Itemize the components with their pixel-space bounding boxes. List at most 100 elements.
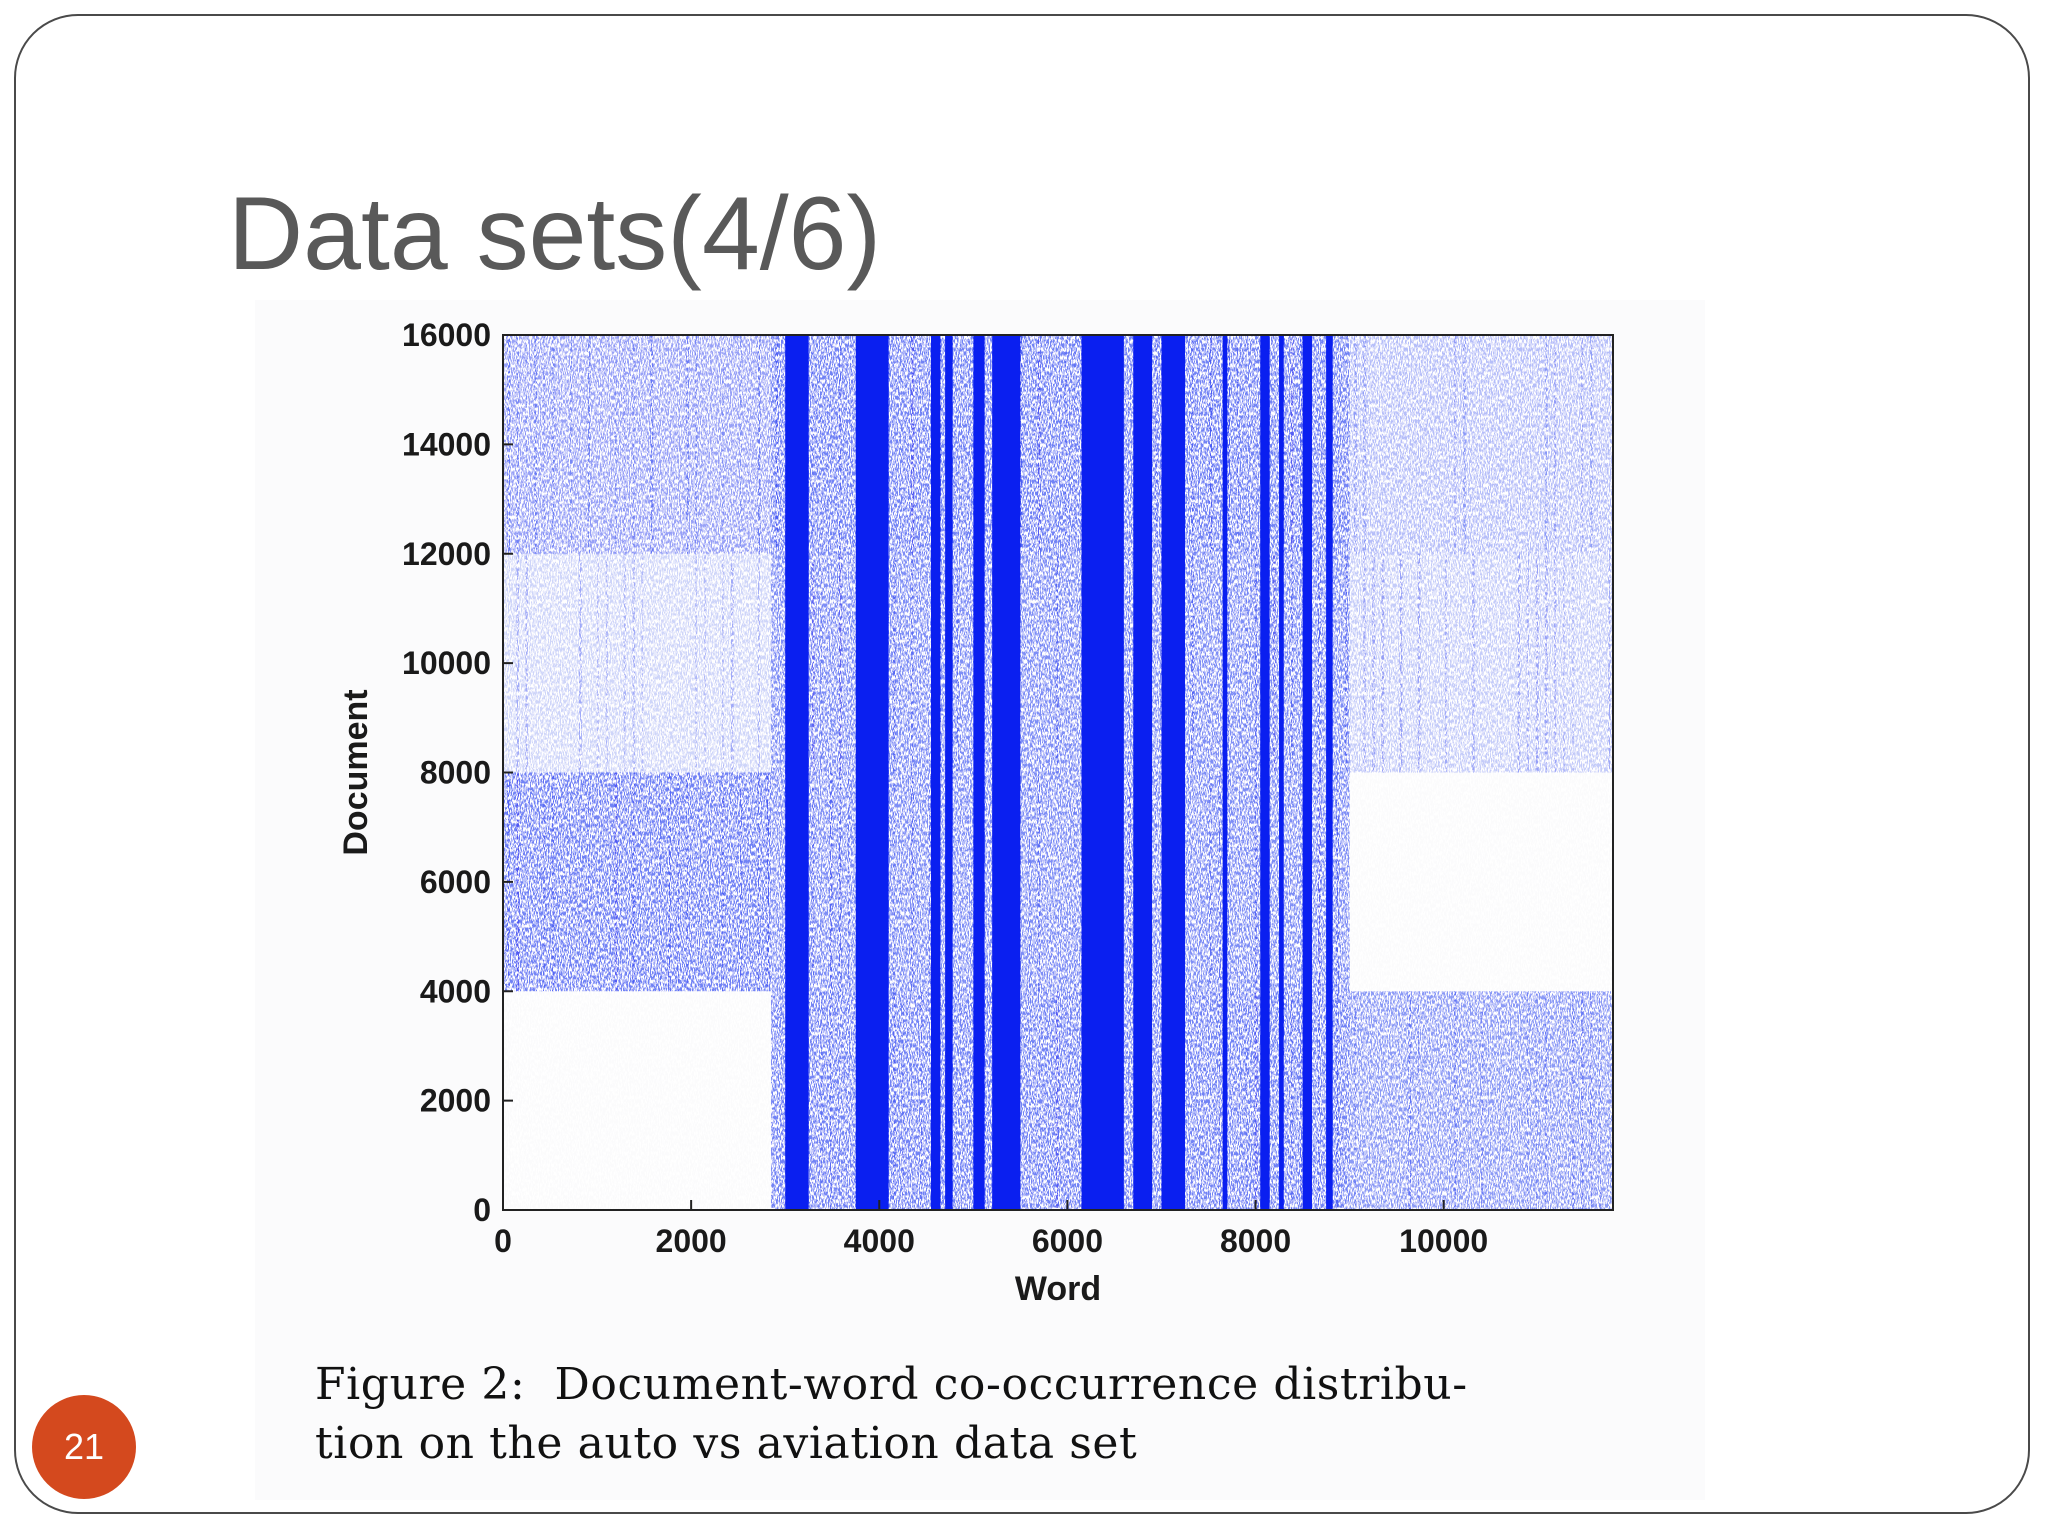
y-tick-label: 16000 bbox=[402, 317, 491, 353]
density-block bbox=[1349, 553, 1613, 773]
word-streak bbox=[659, 772, 661, 992]
density-block bbox=[1349, 335, 1613, 554]
word-streak bbox=[911, 772, 914, 992]
word-streak bbox=[1218, 991, 1221, 1210]
word-streak bbox=[668, 772, 671, 992]
y-axis-label: Document bbox=[337, 689, 375, 855]
word-streak bbox=[1227, 553, 1230, 773]
figure-caption: Figure 2: Document-word co-occurrence di… bbox=[315, 1355, 1725, 1474]
word-streak bbox=[1128, 772, 1131, 992]
x-tick-label: 8000 bbox=[1220, 1223, 1291, 1259]
word-streak bbox=[1544, 335, 1548, 554]
word-streak bbox=[1245, 991, 1248, 1210]
word-streak bbox=[1037, 335, 1041, 554]
word-streak bbox=[614, 335, 617, 554]
word-streak bbox=[570, 335, 572, 554]
dense-word-band bbox=[1260, 335, 1270, 1210]
y-tick-label: 12000 bbox=[402, 536, 491, 572]
word-streak bbox=[686, 772, 689, 992]
word-streak bbox=[1454, 335, 1457, 554]
word-streak bbox=[1417, 991, 1420, 1210]
word-streak bbox=[1191, 553, 1195, 773]
word-streak bbox=[587, 772, 590, 992]
density-block bbox=[503, 991, 771, 1210]
word-streak bbox=[1608, 553, 1611, 773]
plot-area bbox=[503, 335, 1613, 1210]
dense-word-band bbox=[992, 335, 1021, 1210]
density-block bbox=[503, 553, 772, 773]
word-streak bbox=[721, 772, 725, 992]
y-tick-label: 6000 bbox=[420, 864, 491, 900]
word-streak bbox=[1563, 553, 1565, 773]
word-streak bbox=[1073, 772, 1076, 992]
word-streak bbox=[677, 772, 680, 992]
caption-line-1: Figure 2: Document-word co-occurrence di… bbox=[315, 1359, 1468, 1410]
word-streak bbox=[650, 335, 654, 554]
axes: 0 2000 4000 6000 8000 10000 0 2000 4000 6000 8000 1… bbox=[402, 317, 1488, 1259]
speckle-layer bbox=[503, 335, 1613, 1210]
word-streak bbox=[704, 553, 706, 773]
word-streak bbox=[1572, 553, 1574, 773]
word-streak bbox=[1227, 335, 1231, 554]
word-streak bbox=[1399, 553, 1403, 773]
word-streak bbox=[623, 335, 626, 554]
dense-word-band bbox=[855, 335, 889, 1210]
word-streak bbox=[1209, 335, 1213, 554]
word-streak bbox=[721, 335, 724, 554]
word-streak bbox=[632, 335, 635, 554]
word-streak bbox=[605, 553, 608, 773]
word-streak bbox=[1254, 991, 1258, 1210]
y-tick-label: 14000 bbox=[402, 426, 491, 462]
word-streak bbox=[1155, 772, 1158, 992]
word-streak bbox=[811, 553, 815, 773]
word-streak bbox=[1290, 991, 1293, 1210]
word-streak bbox=[1055, 553, 1059, 773]
dense-word-band bbox=[1161, 335, 1185, 1210]
word-streak bbox=[525, 335, 528, 554]
word-streak bbox=[1553, 553, 1557, 773]
word-streak bbox=[847, 772, 850, 992]
word-streak bbox=[1553, 335, 1557, 554]
word-streak bbox=[596, 553, 599, 773]
word-streak bbox=[1218, 772, 1221, 992]
word-streak bbox=[578, 553, 582, 773]
word-streak bbox=[1444, 553, 1447, 773]
word-streak bbox=[838, 553, 842, 773]
word-streak bbox=[1227, 772, 1230, 992]
word-streak bbox=[1290, 553, 1294, 773]
word-streak bbox=[1317, 553, 1321, 773]
word-streak bbox=[1408, 991, 1412, 1210]
word-streak bbox=[1463, 335, 1466, 554]
word-streak bbox=[893, 991, 896, 1210]
word-streak bbox=[1599, 991, 1601, 1210]
y-tick-label: 0 bbox=[473, 1192, 491, 1228]
word-streak bbox=[552, 335, 555, 554]
word-streak bbox=[893, 553, 896, 773]
word-streak bbox=[775, 335, 779, 554]
word-streak bbox=[534, 335, 537, 554]
dense-word-band bbox=[1133, 335, 1153, 1210]
word-streak bbox=[757, 772, 760, 992]
word-streak bbox=[1028, 772, 1031, 992]
word-streak bbox=[838, 335, 841, 554]
word-streak bbox=[695, 553, 697, 773]
word-streak bbox=[893, 772, 896, 992]
word-streak bbox=[911, 335, 915, 554]
word-streak bbox=[730, 553, 734, 773]
word-streak bbox=[516, 772, 520, 992]
slide-number-badge: 21 bbox=[32, 1395, 136, 1499]
word-streak bbox=[1535, 991, 1538, 1210]
word-streak bbox=[902, 991, 904, 1210]
word-streak bbox=[1372, 553, 1376, 773]
dense-word-band bbox=[945, 335, 953, 1210]
word-streak bbox=[1290, 335, 1294, 554]
word-streak bbox=[587, 335, 591, 554]
word-streak bbox=[820, 991, 823, 1210]
word-streak bbox=[739, 772, 742, 992]
word-streak bbox=[920, 991, 923, 1210]
x-axis-label: Word bbox=[1015, 1270, 1101, 1308]
word-streak bbox=[516, 335, 519, 554]
dense-word-band bbox=[1302, 335, 1312, 1210]
word-streak bbox=[811, 335, 814, 554]
word-streak bbox=[1155, 335, 1158, 554]
